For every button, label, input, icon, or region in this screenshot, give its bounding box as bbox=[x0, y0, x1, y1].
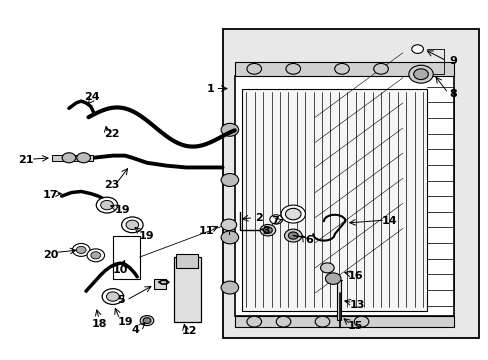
Circle shape bbox=[334, 63, 348, 74]
Bar bbox=[173, 257, 200, 321]
Circle shape bbox=[221, 281, 238, 294]
Circle shape bbox=[102, 289, 123, 305]
Circle shape bbox=[126, 220, 139, 229]
Circle shape bbox=[263, 227, 272, 233]
Circle shape bbox=[246, 63, 261, 74]
Circle shape bbox=[106, 292, 119, 301]
Text: 10: 10 bbox=[112, 265, 127, 275]
Text: 2: 2 bbox=[255, 213, 263, 222]
Circle shape bbox=[221, 174, 238, 186]
Circle shape bbox=[411, 45, 423, 53]
Circle shape bbox=[269, 215, 282, 224]
Circle shape bbox=[284, 229, 302, 242]
Text: 16: 16 bbox=[347, 271, 363, 281]
Text: 7: 7 bbox=[270, 216, 278, 226]
Text: 19: 19 bbox=[115, 206, 130, 216]
Bar bbox=[222, 30, 478, 338]
Circle shape bbox=[122, 217, 143, 233]
Circle shape bbox=[62, 153, 76, 163]
Circle shape bbox=[221, 123, 238, 136]
Text: 22: 22 bbox=[104, 129, 120, 139]
Bar bbox=[336, 280, 340, 320]
Circle shape bbox=[87, 249, 104, 262]
Text: 3: 3 bbox=[262, 226, 270, 236]
Text: 8: 8 bbox=[448, 89, 456, 99]
Circle shape bbox=[143, 318, 151, 323]
Text: 20: 20 bbox=[42, 249, 58, 260]
Text: 24: 24 bbox=[84, 92, 100, 102]
Text: 4: 4 bbox=[131, 325, 139, 334]
Circle shape bbox=[353, 316, 368, 327]
Circle shape bbox=[413, 69, 427, 80]
Text: 23: 23 bbox=[104, 180, 119, 190]
Circle shape bbox=[72, 243, 90, 256]
Text: 19: 19 bbox=[139, 231, 155, 240]
Circle shape bbox=[285, 208, 301, 220]
Text: 17: 17 bbox=[42, 190, 58, 200]
Circle shape bbox=[246, 316, 261, 327]
Circle shape bbox=[140, 316, 154, 325]
Circle shape bbox=[325, 273, 340, 284]
Circle shape bbox=[285, 63, 300, 74]
Circle shape bbox=[260, 225, 275, 236]
Bar bbox=[113, 235, 140, 279]
Text: 5: 5 bbox=[117, 295, 125, 305]
Text: 1: 1 bbox=[206, 84, 214, 94]
Circle shape bbox=[320, 263, 333, 273]
Bar bbox=[154, 279, 166, 289]
Text: 18: 18 bbox=[91, 319, 107, 329]
Bar bbox=[52, 155, 93, 161]
Circle shape bbox=[373, 63, 387, 74]
Circle shape bbox=[315, 316, 329, 327]
Text: 13: 13 bbox=[349, 300, 365, 310]
Text: 14: 14 bbox=[381, 216, 397, 226]
Bar bbox=[234, 62, 453, 76]
Circle shape bbox=[101, 201, 113, 210]
Bar bbox=[176, 253, 198, 268]
Circle shape bbox=[96, 197, 118, 213]
Circle shape bbox=[288, 232, 298, 239]
Text: 9: 9 bbox=[448, 56, 456, 66]
Text: 11: 11 bbox=[198, 226, 214, 236]
Text: 12: 12 bbox=[182, 326, 197, 336]
Circle shape bbox=[91, 252, 101, 259]
Text: 6: 6 bbox=[305, 235, 313, 245]
Circle shape bbox=[221, 231, 238, 244]
Text: 21: 21 bbox=[18, 155, 34, 165]
Text: 15: 15 bbox=[347, 321, 363, 331]
Text: 19: 19 bbox=[117, 317, 133, 327]
Circle shape bbox=[276, 316, 290, 327]
Bar bbox=[234, 316, 453, 327]
Circle shape bbox=[408, 65, 432, 83]
Bar bbox=[242, 89, 427, 311]
Circle shape bbox=[76, 246, 86, 253]
Circle shape bbox=[221, 219, 236, 230]
Circle shape bbox=[281, 205, 305, 223]
Bar bbox=[234, 76, 453, 316]
Circle shape bbox=[77, 153, 90, 163]
